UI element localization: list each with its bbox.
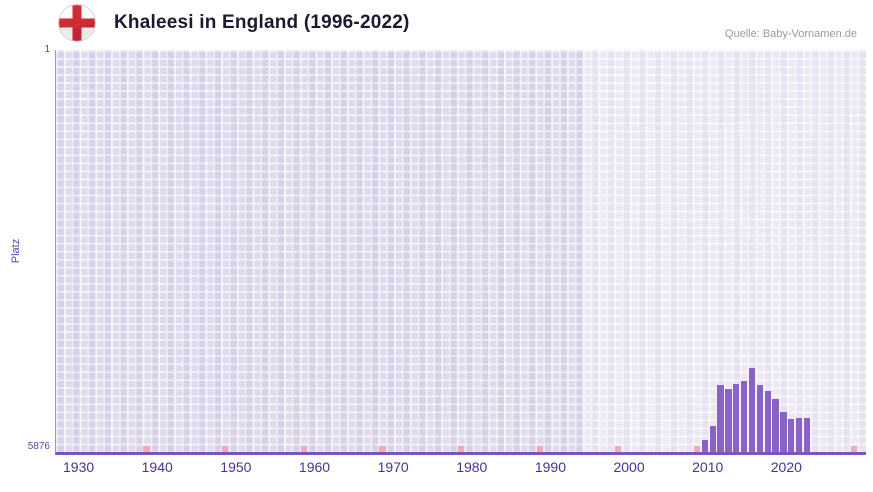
rank-bar[interactable] — [780, 411, 787, 452]
rank-bar[interactable] — [717, 385, 724, 452]
x-tick-label: 1990 — [534, 459, 566, 475]
chart-title: Khaleesi in England (1996-2022) — [114, 12, 410, 33]
no-rank-marker — [457, 446, 465, 452]
no-rank-marker — [693, 446, 701, 452]
rank-bar[interactable] — [772, 398, 779, 452]
no-rank-marker — [615, 446, 622, 452]
x-tick-label: 1940 — [141, 459, 173, 475]
no-rank-marker — [221, 446, 229, 452]
y-axis-top-label: 1 — [44, 44, 50, 55]
no-rank-marker — [851, 446, 858, 452]
x-tick-label: 1970 — [377, 459, 409, 475]
rank-bar[interactable] — [788, 419, 795, 452]
source-credit: Quelle: Baby-Vornamen.de — [724, 28, 857, 40]
rank-bar[interactable] — [764, 391, 771, 452]
y-axis-title: Platz — [10, 238, 22, 264]
rank-bar[interactable] — [803, 418, 811, 452]
x-tick-label: 1930 — [63, 459, 95, 475]
x-tick-label: 1980 — [456, 459, 488, 475]
rank-bar[interactable] — [748, 368, 756, 452]
rank-bar[interactable] — [733, 383, 740, 452]
x-tick-label: 2020 — [770, 459, 802, 475]
x-tick-label: 1950 — [220, 459, 252, 475]
rank-bar[interactable] — [796, 418, 803, 452]
rank-bar[interactable] — [756, 385, 763, 452]
highlight-region — [582, 50, 866, 452]
plot-area — [55, 50, 866, 455]
rank-bar[interactable] — [725, 388, 732, 452]
rank-bar[interactable] — [701, 439, 708, 452]
rank-bar[interactable] — [740, 381, 748, 452]
no-rank-marker — [536, 446, 543, 452]
x-tick-label: 1960 — [298, 459, 331, 475]
england-flag-icon — [57, 3, 97, 43]
y-axis-bottom-label: 5876 — [27, 441, 50, 452]
no-rank-marker — [379, 446, 386, 452]
x-tick-label: 2010 — [692, 459, 724, 475]
x-axis-labels: 1930 1940 1950 1960 1970 1980 1990 2000 2010 2020 — [55, 459, 865, 481]
rank-bar[interactable] — [709, 426, 716, 452]
no-rank-marker — [143, 446, 150, 452]
no-rank-marker — [300, 446, 307, 452]
x-tick-label: 2000 — [613, 459, 645, 475]
